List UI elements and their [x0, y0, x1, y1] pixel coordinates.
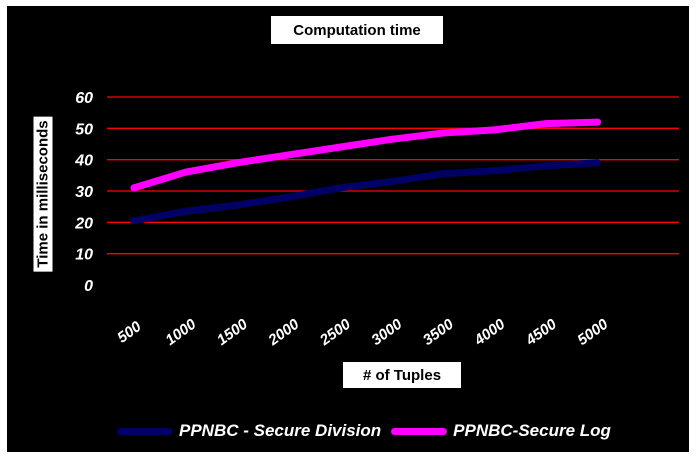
data-point-secure-division: [542, 162, 550, 170]
data-point-secure-log: [491, 126, 498, 134]
x-tick-label: 2000: [265, 315, 303, 349]
legend-swatch-secure-log: [391, 427, 448, 435]
data-point-secure-division: [182, 207, 189, 215]
data-point-secure-division: [594, 159, 601, 167]
legend: PPNBC - Secure Division PPNBC-Secure Log: [117, 418, 621, 444]
data-point-secure-division: [439, 170, 447, 178]
y-tick-label: 10: [75, 247, 93, 264]
legend-label-secure-log: PPNBC-Secure Log: [453, 421, 611, 440]
chart-plot: 0 10 20 30 40 50 60 500 1000 1500 2000 2500 3000 350…: [74, 90, 679, 350]
legend-item-secure-log: PPNBC-Secure Log: [391, 421, 611, 441]
data-point-secure-log: [285, 151, 292, 159]
data-point-secure-division: [285, 193, 292, 201]
data-point-secure-division: [130, 217, 138, 225]
x-tick-label: 1000: [162, 315, 200, 349]
chart-frame: 0 10 20 30 40 50 60 500 1000 1500 2000 2500 3000 350…: [7, 6, 689, 452]
legend-label-secure-division: PPNBC - Secure Division: [179, 421, 382, 440]
data-point-secure-log: [388, 135, 395, 143]
series-line-secure-division: [130, 159, 601, 225]
x-tick-label: 500: [114, 318, 145, 347]
y-tick-label: 60: [75, 90, 93, 107]
x-tick-label: 5000: [574, 315, 612, 349]
y-tick-label: 30: [75, 184, 93, 201]
x-tick-label: 3000: [368, 315, 406, 349]
x-tick-label: 2500: [316, 315, 354, 349]
chart-title: Computation time: [271, 16, 443, 44]
data-point-secure-log: [594, 118, 601, 126]
legend-swatch-secure-division: [117, 427, 173, 435]
x-tick-label: 3500: [420, 315, 458, 349]
y-tick-label: 0: [84, 278, 93, 295]
x-axis-label: # of Tuples: [343, 362, 461, 388]
y-tick-label: 50: [75, 121, 93, 138]
data-point-secure-log: [233, 159, 241, 167]
data-point-secure-division: [233, 201, 241, 209]
data-point-secure-log: [336, 143, 344, 151]
legend-item-secure-division: PPNBC - Secure Division: [117, 421, 381, 441]
data-point-secure-division: [388, 178, 395, 186]
data-point-secure-log: [182, 168, 189, 176]
data-point-secure-division: [336, 184, 344, 192]
x-tick-label: 4500: [522, 315, 560, 349]
y-tick-label: 20: [74, 215, 93, 232]
data-point-secure-log: [542, 120, 550, 128]
data-point-secure-log: [439, 129, 447, 137]
data-point-secure-division: [491, 167, 498, 175]
series-line-secure-log: [130, 118, 601, 192]
x-tick-label: 4000: [471, 315, 509, 349]
data-point-secure-log: [130, 184, 138, 192]
y-axis-label: Time in milliseconds: [33, 116, 53, 272]
x-tick-label: 1500: [214, 315, 252, 349]
y-tick-label: 40: [74, 153, 93, 170]
